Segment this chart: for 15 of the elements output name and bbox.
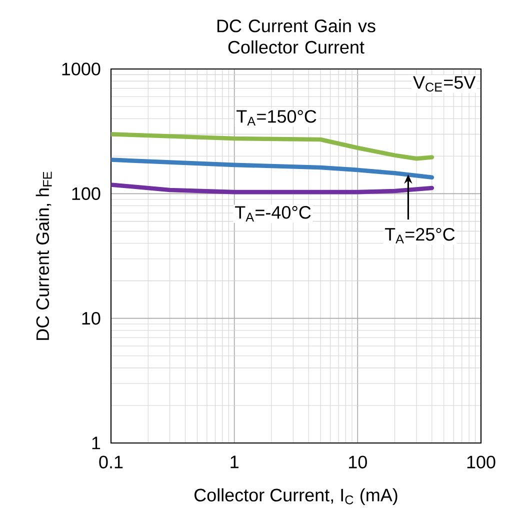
x-axis-title: Collector Current, I$_{C}$ (mA) (194, 488, 398, 506)
chart-title: DC Current Gain vs Collector Current (217, 19, 376, 54)
text: T$_{A}$=25°C (384, 228, 455, 244)
y-axis-title: DC Current Gain, h$_{FE}$ (36, 172, 52, 340)
x-tick-label: 10 (349, 456, 367, 468)
series-label: T$_{A}$=150°C (236, 110, 316, 126)
x-tick-label: 100 (467, 456, 496, 468)
x-tick-label: 0.1 (99, 456, 123, 468)
x-tick-label: 1 (230, 456, 238, 468)
y-tick-label: 1000 (62, 62, 100, 76)
y-tick-label: 1 (92, 436, 100, 450)
annotation: V$_{CE}$=5V (413, 76, 476, 92)
y-tick-label: 10 (82, 312, 100, 325)
series-label: T$_{A}$=-40°C (235, 206, 311, 222)
y-tick-label: 100 (72, 187, 100, 200)
